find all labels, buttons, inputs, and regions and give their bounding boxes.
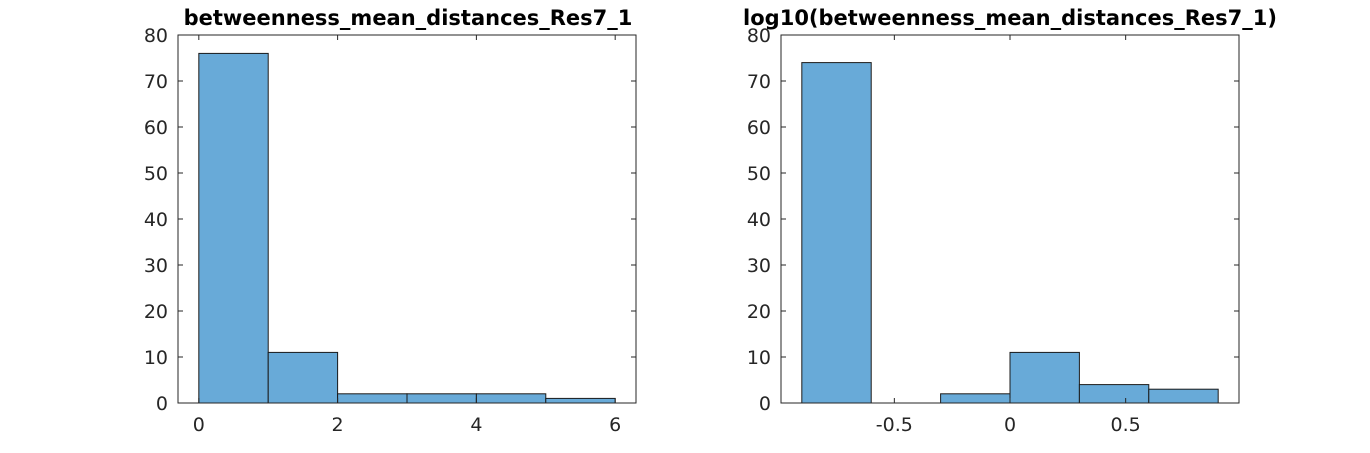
histogram-bar (1148, 388, 1219, 404)
axis-ticks: 0 10 20 30 40 50 60 70 80 -0.5 0 0.5 (747, 25, 1239, 436)
y-tick-label: 70 (144, 71, 168, 93)
histogram-bar (1078, 384, 1150, 404)
histogram-bar (940, 393, 1011, 404)
x-tick-label: 4 (470, 414, 482, 436)
histogram-bar (198, 52, 269, 404)
y-tick-label: 0 (759, 393, 771, 415)
x-tick-label: 0 (1004, 414, 1016, 436)
histogram-panel-log10: log10(betweenness_mean_distances_Res7_1)… (743, 6, 1277, 436)
histogram-bar (1009, 351, 1080, 404)
x-tick-label: 2 (332, 414, 344, 436)
histogram-panel-raw: betweenness_mean_distances_Res7_1 010203… (144, 6, 637, 436)
y-tick-label: 70 (747, 71, 771, 93)
bars (198, 52, 616, 404)
y-tick-label: 60 (747, 117, 771, 139)
x-tick-label: 0.5 (1111, 414, 1141, 436)
bars (801, 62, 1219, 404)
y-tick-label: 30 (144, 255, 168, 277)
y-tick-label: 10 (747, 347, 771, 369)
histogram-bar (267, 351, 339, 404)
y-tick-label: 50 (747, 163, 771, 185)
x-tick-label: 6 (609, 414, 621, 436)
y-tick-label: 10 (144, 347, 168, 369)
histogram-bar (337, 393, 408, 404)
axis-ticks: 0 10 20 30 40 50 60 70 80 0 2 4 6 (144, 25, 636, 436)
y-tick-label: 80 (144, 25, 168, 47)
y-tick-label: 20 (144, 301, 168, 323)
y-tick-label: 20 (747, 301, 771, 323)
x-tick-label: 0 (193, 414, 205, 436)
histogram-bar (801, 62, 872, 404)
y-tick-label: 60 (144, 117, 168, 139)
histogram-bar (406, 393, 477, 404)
y-tick-label: 0 (156, 393, 168, 415)
y-tick-label: 80 (747, 25, 771, 47)
x-tick-label: -0.5 (876, 414, 913, 436)
chart-title: log10(betweenness_mean_distances_Res7_1) (743, 6, 1277, 30)
y-tick-label: 30 (747, 255, 771, 277)
chart-title: betweenness_mean_distances_Res7_1 (184, 6, 633, 30)
y-tick-label: 40 (747, 209, 771, 231)
y-tick-label: 40 (144, 209, 168, 231)
y-tick-label: 50 (144, 163, 168, 185)
histogram-bar (545, 397, 616, 404)
histogram-bar (475, 393, 547, 404)
